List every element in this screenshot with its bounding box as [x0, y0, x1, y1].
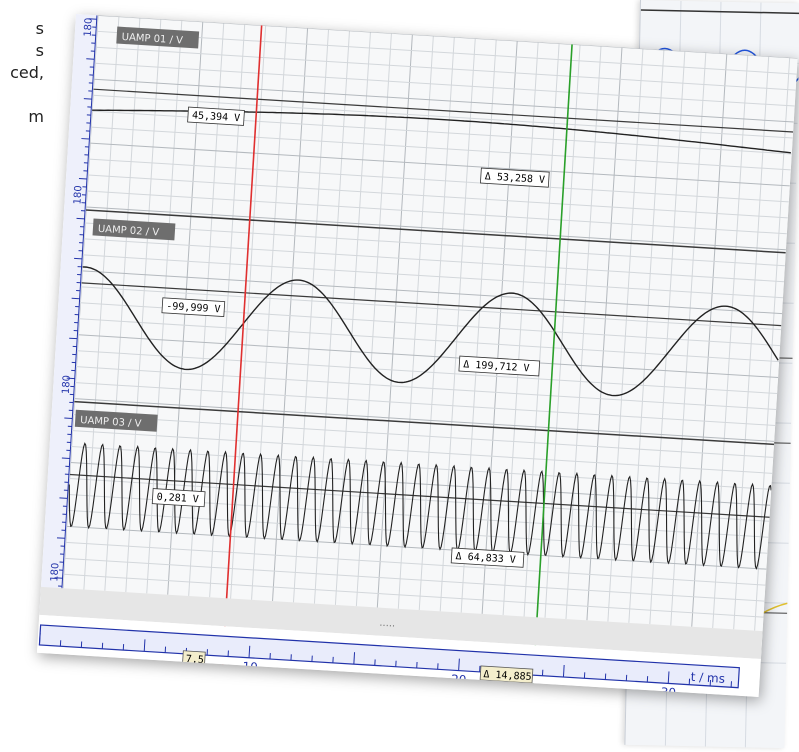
delta-time: Δ 14,885: [483, 669, 532, 683]
text-fragment: s: [0, 18, 44, 40]
scale-label-1: 180: [83, 17, 95, 37]
time-tick-20: 20: [451, 672, 467, 687]
scroll-grip[interactable]: .....: [379, 618, 396, 630]
scope-plot: 180 180 180 180 UAMP 01 / V UAMP 02 / V …: [37, 14, 798, 697]
text-fragment: m: [0, 106, 44, 128]
text-fragment: ced,: [0, 62, 44, 84]
scale-label-2: 180: [72, 185, 84, 205]
oscilloscope-window: 180 180 180 180 UAMP 01 / V UAMP 02 / V …: [37, 14, 798, 697]
red-cursor-time: 7,5: [185, 654, 204, 666]
text-fragment: s: [0, 40, 44, 62]
time-axis-unit: t / ms: [690, 670, 725, 686]
cropped-text-column: s s ced, m: [0, 18, 44, 128]
scale-label-3: 180: [61, 375, 73, 395]
time-tick-10: 10: [242, 659, 258, 674]
text-fragment: [0, 84, 44, 106]
scale-label-bottom: 180: [49, 562, 61, 582]
background-separator: [641, 10, 799, 13]
